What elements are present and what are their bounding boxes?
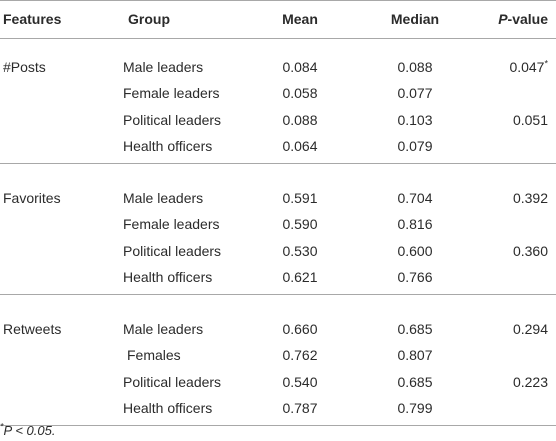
rule-line (0, 38, 556, 39)
median-cell: 0.600 (397, 242, 433, 259)
p-value-cell: 0.294 (460, 320, 548, 338)
median-cell: 0.816 (397, 216, 433, 233)
header-rest: -value (507, 11, 548, 27)
group-cell: Political leaders (123, 111, 222, 128)
mean-cell: 0.058 (282, 85, 318, 102)
group-cell: Male leaders (123, 190, 204, 206)
p-value-cell: 0.392 (460, 189, 548, 207)
p-value-cell: 0.223 (460, 373, 548, 391)
mean-cell: 0.660 (282, 321, 318, 337)
p-value: 0.360 (512, 242, 548, 259)
group-cell: Females (127, 347, 181, 364)
column-header: Mean (282, 11, 318, 27)
rule-line (0, 425, 556, 426)
median-cell: 0.704 (397, 190, 433, 206)
p-value-cell: 0.047* (460, 58, 548, 76)
p-value: 0.223 (512, 373, 548, 390)
group-cell: Male leaders (123, 59, 204, 75)
footnote-marker: * (0, 421, 4, 432)
group-cell: Health officers (123, 268, 213, 285)
feature-label: Favorites (3, 190, 61, 206)
column-header: P-value (460, 10, 548, 28)
p-value-cell: 0.360 (460, 242, 548, 260)
mean-cell: 0.762 (282, 347, 318, 364)
median-cell: 0.088 (397, 59, 433, 75)
mean-cell: 0.084 (282, 59, 318, 75)
group-cell: Male leaders (123, 321, 204, 337)
group-cell: Political leaders (123, 373, 222, 390)
column-header: Group (128, 11, 170, 27)
group-cell: Health officers (123, 137, 213, 154)
mean-cell: 0.088 (282, 111, 318, 128)
median-cell: 0.766 (397, 268, 433, 285)
p-value-cell: 0.051 (460, 111, 548, 129)
group-cell: Health officers (123, 399, 213, 416)
mean-cell: 0.530 (282, 242, 318, 259)
rule-line (0, 294, 556, 295)
median-cell: 0.077 (397, 85, 433, 102)
footnote: *P < 0.05. (0, 421, 56, 438)
mean-cell: 0.064 (282, 137, 318, 154)
mean-cell: 0.787 (282, 399, 318, 416)
group-cell: Female leaders (123, 85, 220, 102)
group-cell: Female leaders (123, 216, 220, 233)
mean-cell: 0.621 (282, 268, 318, 285)
footnote-text: P < 0.05. (3, 423, 56, 438)
group-cell: Political leaders (123, 242, 222, 259)
median-cell: 0.807 (397, 347, 433, 364)
mean-cell: 0.591 (282, 190, 318, 206)
feature-label: Retweets (3, 321, 62, 337)
column-header: Median (390, 11, 440, 27)
mean-cell: 0.540 (282, 373, 318, 390)
rule-line (0, 163, 556, 164)
median-cell: 0.799 (397, 399, 433, 416)
mean-cell: 0.590 (282, 216, 318, 233)
rule-line (0, 0, 556, 1)
median-cell: 0.079 (397, 137, 433, 154)
p-value-marker: * (544, 58, 548, 69)
median-cell: 0.685 (397, 373, 433, 390)
column-header: Features (3, 11, 62, 27)
median-cell: 0.103 (397, 111, 433, 128)
header-italic: P (498, 11, 508, 27)
median-cell: 0.685 (397, 321, 433, 337)
p-value: 0.294 (512, 321, 548, 337)
feature-label: #Posts (3, 59, 46, 75)
p-value: 0.051 (512, 111, 548, 128)
p-value: 0.392 (512, 190, 548, 206)
p-value: 0.047 (509, 59, 545, 75)
